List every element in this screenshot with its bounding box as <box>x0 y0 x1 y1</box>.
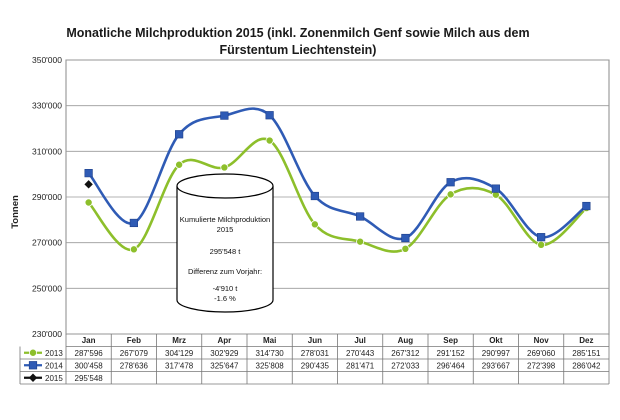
data-label: 272'033 <box>391 361 420 370</box>
chart-title-line1: Monatliche Milchproduktion 2015 (inkl. Z… <box>66 26 529 40</box>
series-2014-point <box>129 218 138 228</box>
series-2013-point <box>446 190 455 199</box>
series-2013-line <box>87 137 588 253</box>
series-2013-point <box>129 245 138 254</box>
series-2014-point <box>582 201 591 211</box>
data-label: 291'152 <box>437 349 466 358</box>
y-tick-label: 290'000 <box>32 192 62 202</box>
series-2013-legend-label: 2013 <box>45 349 63 358</box>
data-label: 285'151 <box>572 349 601 358</box>
x-tick-label: Jan <box>82 336 96 345</box>
series-2014-point <box>175 130 184 139</box>
data-label: 295'548 <box>75 374 104 383</box>
series-2014 <box>84 107 591 243</box>
cylinder-top <box>176 173 274 199</box>
data-label: 300'458 <box>75 361 104 370</box>
series-2014-point <box>446 178 455 187</box>
series-2013-point <box>310 220 319 229</box>
x-tick-label: Mai <box>263 336 276 345</box>
data-label: 278'636 <box>120 361 149 370</box>
series-2013-point <box>175 160 184 169</box>
series-2014-point <box>220 111 229 120</box>
data-label: 286'042 <box>572 361 601 370</box>
data-label: 272'398 <box>527 361 556 370</box>
x-tick-label: Feb <box>127 336 141 345</box>
series-2014-point <box>84 169 93 178</box>
series-2015-legend-label: 2015 <box>45 374 63 383</box>
series-2013-point <box>265 136 274 145</box>
callout-line4: Differenz zum Vorjahr: <box>188 267 262 276</box>
series-2013-point <box>84 198 93 207</box>
series-2013-point <box>537 240 546 249</box>
callout-line3: 295'548 t <box>210 247 242 256</box>
data-label: 296'464 <box>437 361 466 370</box>
x-tick-label: Mrz <box>172 336 186 345</box>
data-label: 304'129 <box>165 349 194 358</box>
callout-line1: Kumulierte Milchproduktion <box>180 215 270 224</box>
data-label: 278'031 <box>301 349 330 358</box>
series-2014-legend-label: 2014 <box>45 361 63 370</box>
series-2014-point <box>537 233 546 242</box>
series-2014-point <box>356 212 365 221</box>
data-label: 267'312 <box>391 349 420 358</box>
series-2013-point <box>220 163 229 172</box>
series-2014-point <box>310 191 319 201</box>
callout-line6: -1.6 % <box>214 294 236 303</box>
cylinder-body <box>176 186 274 313</box>
x-tick-label: Aug <box>398 336 414 345</box>
x-tick-label: Nov <box>534 336 550 345</box>
x-tick-label: Apr <box>217 336 231 345</box>
callout-line2: 2015 <box>217 225 234 234</box>
series-2014-point <box>265 111 274 120</box>
series-2013-point <box>401 244 410 253</box>
x-tick-label: Sep <box>443 336 458 345</box>
series-2014-legend-point <box>28 361 38 370</box>
chart-title-line2: Fürstentum Liechtenstein) <box>220 43 377 57</box>
data-label: 269'060 <box>527 349 556 358</box>
callout-line5: -4'910 t <box>213 284 239 293</box>
y-tick-label: 330'000 <box>32 101 62 111</box>
data-label: 270'443 <box>346 349 375 358</box>
series-layer <box>84 107 591 254</box>
data-label: 317'478 <box>165 361 194 370</box>
series-2014-point <box>401 233 410 243</box>
y-tick-label: 350'000 <box>32 55 62 65</box>
data-label: 314'730 <box>256 349 285 358</box>
x-tick-label: Okt <box>489 336 503 345</box>
series-2014-point <box>491 184 500 193</box>
x-tick-label: Jun <box>308 336 322 345</box>
data-label: 290'435 <box>301 361 330 370</box>
data-label: 267'079 <box>120 349 149 358</box>
y-axis-label: Tonnen <box>10 195 21 229</box>
series-2013-point <box>356 237 365 246</box>
data-label: 293'667 <box>482 361 511 370</box>
data-label: 325'808 <box>256 361 285 370</box>
data-label: 325'647 <box>210 361 239 370</box>
series-2015-legend-point <box>28 373 38 382</box>
y-tick-label: 230'000 <box>32 329 62 339</box>
series-2015 <box>84 180 93 189</box>
data-label: 281'471 <box>346 361 375 370</box>
data-label: 290'997 <box>482 349 511 358</box>
y-tick-label: 250'000 <box>32 283 62 293</box>
series-2013-legend-point <box>28 348 37 357</box>
data-table: Jan Feb Mrz Apr Mai Jun Jul Aug Sep Okt Nov Dez 2013… <box>19 334 610 385</box>
y-axis-ticks: 230'000 250'000 270'000 290'000 310'000 330'0… <box>32 55 62 339</box>
series-2015-point <box>84 180 93 189</box>
x-tick-label: Jul <box>354 336 366 345</box>
y-tick-label: 310'000 <box>32 146 62 156</box>
y-tick-label: 270'000 <box>32 238 62 248</box>
data-label: 287'596 <box>75 349 104 358</box>
x-tick-label: Dez <box>579 336 593 345</box>
cumulative-callout: Kumulierte Milchproduktion 2015 295'548 … <box>176 173 274 313</box>
data-label: 302'929 <box>210 349 239 358</box>
